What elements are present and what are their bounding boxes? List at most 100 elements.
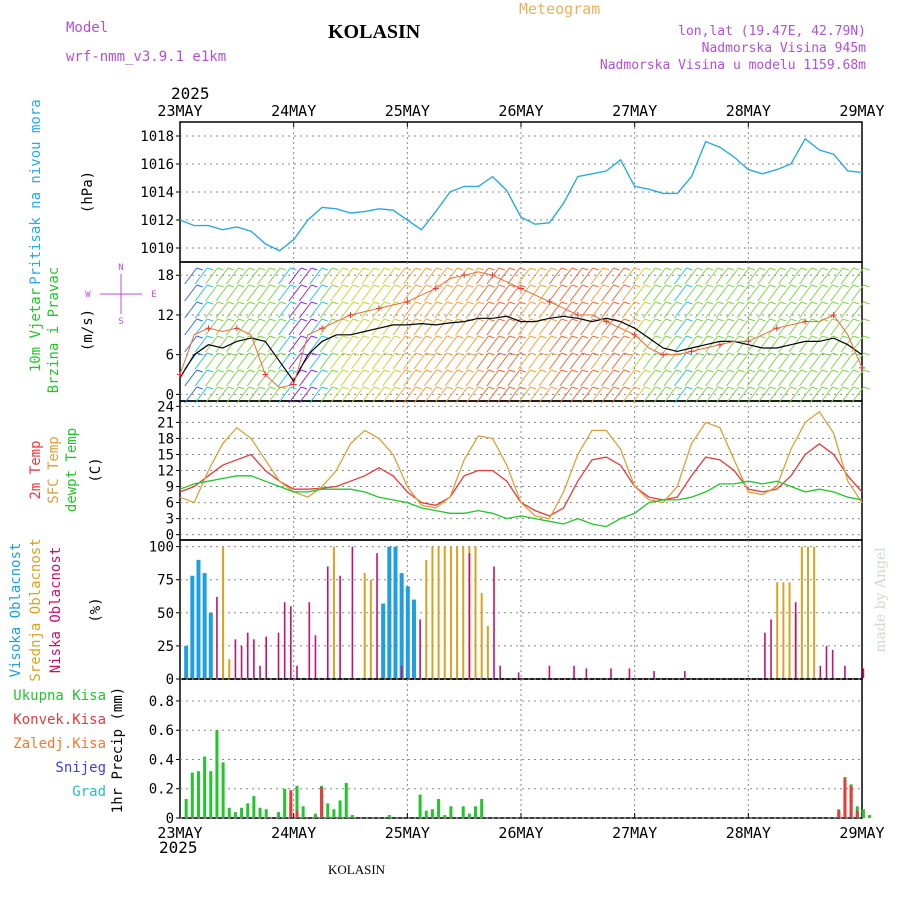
wind-barb-feather — [206, 335, 214, 339]
wind-barb-feather — [780, 352, 787, 356]
wind-barb — [351, 267, 364, 285]
wind-barb-feather — [634, 318, 641, 322]
wind-barb — [694, 318, 708, 336]
wind-barb — [444, 267, 458, 285]
wind-barb — [549, 301, 562, 319]
wind-barb — [590, 267, 604, 285]
wind-barb — [403, 284, 416, 302]
wind-barb-feather — [477, 318, 485, 322]
wind-barb — [632, 386, 646, 404]
wind-barb — [601, 352, 614, 370]
wind-barb-feather — [259, 267, 266, 271]
precip-bar — [350, 815, 354, 818]
wind-barb — [674, 386, 687, 404]
wind-barb-feather — [196, 352, 203, 356]
wind-barb-feather — [811, 318, 818, 322]
wind-barb-feather — [571, 301, 578, 305]
cloud-bar — [196, 559, 201, 678]
wind-barb — [580, 335, 594, 353]
wind-barb — [455, 284, 469, 302]
wind-barb — [819, 301, 833, 319]
wind-barb-feather — [821, 386, 829, 390]
wind-barb — [507, 352, 521, 370]
wind-barb — [194, 284, 208, 302]
wind-barb — [288, 352, 302, 370]
wind-barb — [778, 284, 792, 302]
wind-barb-feather — [206, 301, 214, 305]
wind-barb — [684, 386, 698, 404]
wind-barb — [653, 369, 667, 387]
wind-barb — [694, 386, 708, 404]
wind-barb — [507, 267, 521, 285]
wind-barb — [371, 335, 385, 353]
wind-barb — [538, 335, 552, 353]
wind-barb-feather — [769, 318, 776, 322]
precip-bar — [203, 756, 207, 818]
wind-barb-feather — [519, 301, 526, 305]
wind-barb-feather — [540, 284, 547, 288]
wind-barb-feather — [415, 267, 422, 271]
wind-barb — [788, 284, 802, 302]
wind-barb — [340, 335, 354, 353]
wind-barb-feather — [571, 369, 578, 373]
y-tick-label-cloud: 75 — [157, 573, 174, 589]
wind-barb-feather — [748, 369, 756, 373]
wind-barb-feather — [582, 386, 589, 390]
wind-gust-marker — [830, 311, 837, 318]
wind-barb — [340, 369, 354, 387]
wind-barb — [538, 318, 552, 336]
wind-barb — [726, 352, 739, 370]
wind-barb — [809, 335, 823, 353]
wind-barb-feather — [623, 318, 631, 322]
wind-barb-feather — [707, 369, 714, 373]
wind-barb-feather — [415, 335, 422, 339]
wind-barb-feather — [467, 301, 474, 305]
wind-barb — [611, 301, 625, 319]
wind-barb — [330, 335, 344, 353]
wind-gust-marker — [603, 318, 610, 325]
wind-barb-feather — [602, 267, 610, 271]
wind-barb-feather — [488, 352, 495, 356]
precip-bar — [474, 806, 478, 818]
wind-barb-feather — [738, 335, 745, 339]
wind-barb — [413, 318, 427, 336]
wind-barb-feather — [373, 318, 381, 322]
wind-barb — [319, 386, 333, 404]
wind-barb — [830, 318, 844, 336]
wind-barb-feather — [196, 284, 203, 288]
wind-barb — [496, 301, 510, 319]
wind-barb — [840, 284, 854, 302]
y-tick-label-pressure: 1018 — [140, 129, 174, 145]
wind-barb — [319, 369, 333, 387]
cloud-bar — [800, 546, 803, 678]
wind-barb-feather — [446, 284, 453, 288]
wind-barb-feather — [707, 352, 714, 356]
wind-barb-feather — [759, 386, 766, 390]
model-name: wrf-nmm_v3.9.1 e1km — [66, 49, 227, 65]
cloud-bar — [184, 645, 189, 678]
wind-barb — [663, 301, 677, 319]
wind-barb-feather — [863, 335, 870, 339]
precip-bar — [277, 812, 281, 818]
wind-barb-feather — [686, 386, 693, 390]
wind-barb-feather — [592, 267, 599, 271]
wind-barb — [715, 369, 729, 387]
wind-barb-feather — [863, 386, 870, 390]
wind-barb-feather — [373, 335, 381, 339]
wind-barb-feather — [800, 352, 808, 356]
wind-barb-feather — [404, 369, 412, 373]
wind-barb — [569, 352, 583, 370]
cloud-bar — [363, 573, 366, 678]
wind-barb — [621, 267, 635, 285]
wind-barb — [392, 352, 406, 370]
wind-barb — [767, 301, 781, 319]
x-tick-label-top: 28MAY — [726, 102, 771, 120]
x-tick-label-top: 26MAY — [498, 102, 543, 120]
wind-barb — [549, 386, 562, 404]
cloud-bar — [653, 671, 655, 678]
wind-barb — [632, 301, 646, 319]
wind-barb-feather — [686, 335, 693, 339]
wind-gust-marker — [631, 331, 638, 338]
wind-barb — [309, 369, 323, 387]
wind-barb-feather — [717, 386, 724, 390]
